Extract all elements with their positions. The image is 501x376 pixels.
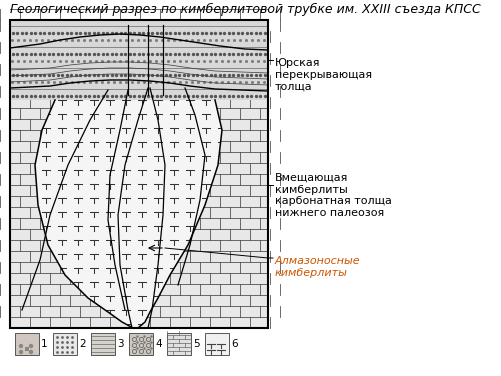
Bar — [129, 333, 153, 355]
Bar — [10, 20, 268, 328]
Bar — [91, 333, 115, 355]
Text: 1: 1 — [41, 339, 48, 349]
Text: 4: 4 — [155, 339, 161, 349]
Text: Геологический разрез по кимберлитовой трубке им. XXIII съезда КПСС: Геологический разрез по кимберлитовой тр… — [10, 3, 480, 16]
Circle shape — [29, 350, 33, 354]
Text: 2: 2 — [79, 339, 86, 349]
Text: 5: 5 — [192, 339, 199, 349]
Text: 6: 6 — [230, 339, 237, 349]
Bar — [15, 333, 39, 355]
Text: Вмещающая
кимберлиты
карбонатная толща
нижнего палеозоя: Вмещающая кимберлиты карбонатная толща н… — [275, 173, 391, 218]
Bar — [10, 20, 268, 100]
Circle shape — [19, 344, 23, 348]
Text: Юрская
перекрывающая
толща: Юрская перекрывающая толща — [275, 58, 371, 91]
Bar — [53, 333, 77, 355]
Polygon shape — [35, 100, 221, 328]
Bar — [167, 333, 190, 355]
Circle shape — [29, 344, 33, 348]
Text: Алмазоносные
кимберлиты: Алмазоносные кимберлиты — [275, 256, 360, 277]
Text: 3: 3 — [117, 339, 123, 349]
Circle shape — [19, 350, 23, 354]
Bar — [10, 20, 268, 328]
Bar — [204, 333, 228, 355]
Bar — [25, 347, 29, 351]
